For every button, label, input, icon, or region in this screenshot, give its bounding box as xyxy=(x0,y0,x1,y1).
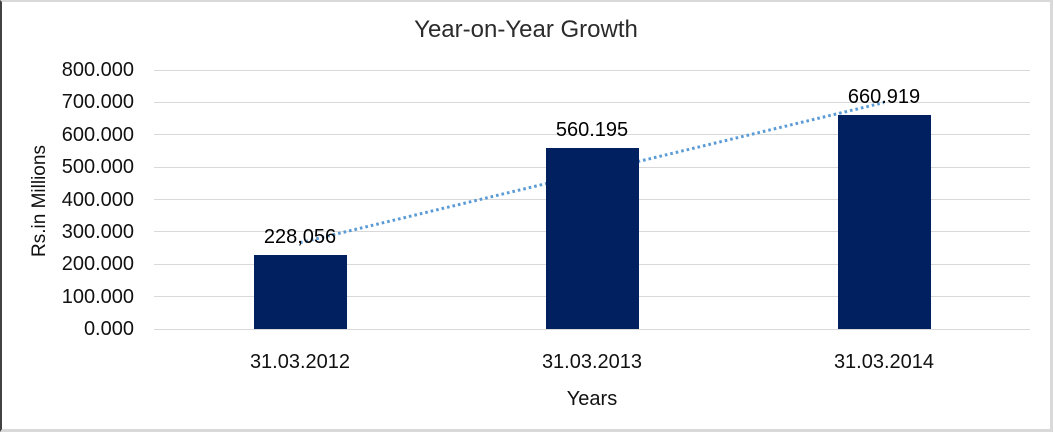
x-tick-label: 31.03.2014 xyxy=(833,351,935,373)
bar xyxy=(837,115,931,329)
gridline xyxy=(154,134,1030,136)
y-tick-label: 600.000 xyxy=(61,123,134,146)
y-tick-label: 100.000 xyxy=(61,285,134,308)
bar-value-label: 560.195 xyxy=(555,118,629,141)
y-tick-label: 800.000 xyxy=(61,59,134,81)
y-tick-label: 0.000 xyxy=(83,318,134,340)
x-tick-label: 31.03.2013 xyxy=(541,351,643,373)
bar-value-label: 228,056 xyxy=(263,226,337,249)
bar xyxy=(253,255,347,329)
gridline xyxy=(154,69,1030,71)
y-tick-label: 500.000 xyxy=(61,156,134,179)
gridline xyxy=(154,328,1030,330)
y-tick-label: 400.000 xyxy=(61,188,134,211)
bar xyxy=(545,147,639,329)
gridline xyxy=(154,101,1030,103)
x-axis-title: Years xyxy=(566,388,618,410)
y-tick-label: 700.000 xyxy=(61,91,134,114)
bar-value-label: 660.919 xyxy=(847,86,921,109)
y-tick-label: 300.000 xyxy=(61,220,134,243)
x-tick-label: 31.03.2012 xyxy=(249,351,351,373)
chart-title: Year-on-Year Growth xyxy=(414,16,638,43)
y-tick-label: 200.000 xyxy=(61,253,134,276)
